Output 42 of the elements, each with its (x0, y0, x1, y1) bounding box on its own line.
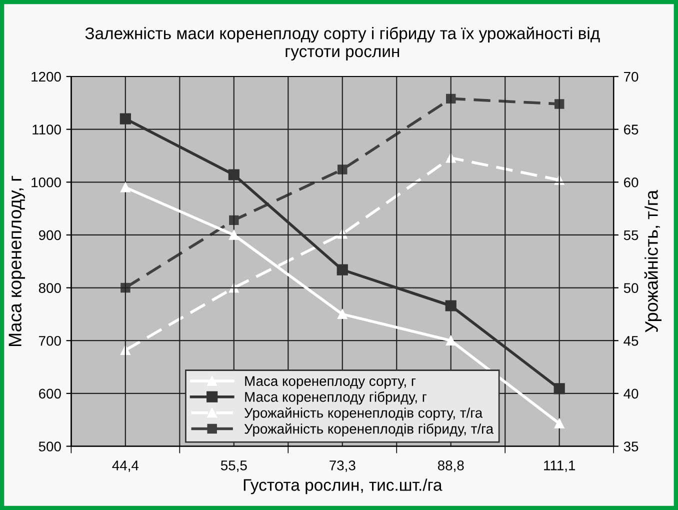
point (554, 99, 564, 109)
point (336, 264, 348, 276)
y-tick-label: 800 (38, 283, 61, 293)
y-tick-label: 1100 (32, 124, 61, 134)
x-tick-label: 73,3 (330, 460, 356, 472)
x-tick-label: 55,5 (220, 460, 247, 472)
y-tick-label: 1200 (32, 72, 61, 82)
y2-tick-label: 65 (624, 124, 638, 134)
y-axis-title: Маса коренеплоду, г (8, 176, 26, 346)
x-axis-title: Густота рослин, тис.шт./га (244, 478, 442, 494)
legend-label: Урожайність коренеплодів гібриду, т/га (244, 423, 494, 437)
y-tick-label: 600 (39, 388, 61, 399)
point (228, 169, 240, 180)
point (554, 383, 565, 394)
point (554, 418, 564, 428)
point (338, 309, 348, 320)
legend-label: Маса коренеплоду гібриду, г (245, 392, 427, 405)
y2-tick-label: 60 (624, 177, 638, 188)
x-tick-label: 44,4 (112, 460, 139, 472)
point (446, 336, 456, 346)
y-tick-label: 500 (38, 442, 61, 452)
point (338, 164, 348, 174)
y2-tick-label: 40 (624, 388, 638, 399)
x-tick-label: 111,1 (544, 460, 576, 472)
x-tick-label: 88,8 (438, 460, 464, 472)
point (445, 300, 456, 312)
point (120, 113, 131, 124)
point (229, 230, 239, 240)
y-tick-label: 700 (39, 336, 61, 346)
y2-tick-label: 35 (624, 442, 638, 452)
y-tick-label: 1000 (32, 177, 61, 188)
y-tick-label: 900 (38, 230, 61, 240)
y2-tick-label: 70 (624, 72, 638, 82)
y2-tick-label: 50 (624, 283, 638, 293)
point (229, 215, 239, 226)
y2-tick-label: 55 (624, 230, 638, 240)
legend-label: Урожайність коренеплодів сорту, т/га (244, 407, 483, 421)
y2-tick-label: 45 (624, 336, 638, 346)
y2-axis-title: Урожайність, т/га (644, 190, 662, 332)
chart-title: Залежність маси коренеплоду сорту і гібриду та їх урожайності від густоти рослин (85, 26, 600, 61)
point (120, 182, 130, 192)
legend-label: Маса коренеплоду сорту, г (245, 376, 416, 389)
